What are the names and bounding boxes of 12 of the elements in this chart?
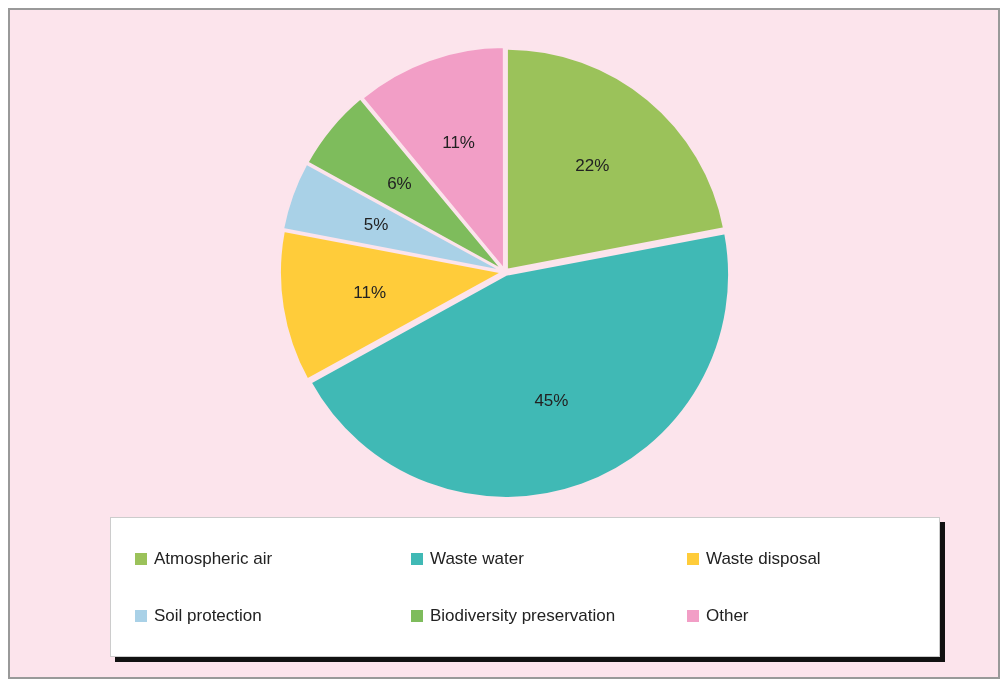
legend-label: Soil protection (154, 605, 262, 626)
legend-label: Atmospheric air (154, 548, 273, 569)
data-label: 45% (534, 390, 569, 410)
legend-label: Waste water (430, 548, 524, 569)
legend-label: Waste disposal (706, 548, 821, 569)
data-label: 5% (363, 215, 389, 235)
data-label: 22% (575, 156, 610, 176)
legend-label: Biodiversity preservation (430, 605, 616, 626)
legend-label: Other (706, 605, 749, 626)
data-label: 11% (353, 283, 387, 303)
data-label: 11% (442, 132, 475, 152)
data-label: 6% (387, 174, 412, 194)
